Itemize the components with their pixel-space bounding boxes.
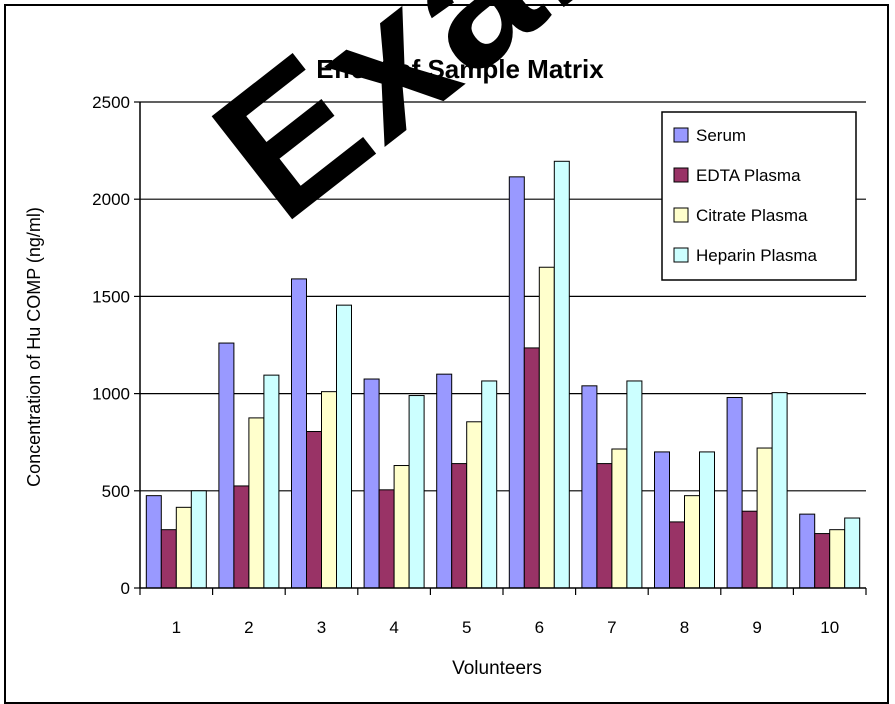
bar xyxy=(699,451,715,589)
bar-chart: 0 500 1000 1500 2000 2500 1 2 3 4 5 6 7 8 9 10 Effect o… xyxy=(24,54,867,679)
bar xyxy=(291,278,307,589)
y-tick-label: 500 xyxy=(102,482,130,501)
bar xyxy=(363,378,380,589)
x-tick-label: 6 xyxy=(535,618,544,637)
y-tick-label: 2000 xyxy=(92,190,130,209)
bar xyxy=(393,465,410,589)
legend-swatch xyxy=(673,247,689,263)
bar xyxy=(726,396,743,589)
bar xyxy=(596,463,613,589)
bar xyxy=(481,380,498,589)
bar xyxy=(378,489,395,589)
legend-swatch xyxy=(673,127,689,143)
bar xyxy=(451,463,468,589)
x-tick-label: 9 xyxy=(752,618,761,637)
x-tick-label: 4 xyxy=(389,618,398,637)
bar xyxy=(218,342,235,589)
bar xyxy=(553,160,570,589)
bar xyxy=(684,495,700,589)
bar xyxy=(466,421,483,589)
bar xyxy=(844,517,861,589)
x-tick-label: 7 xyxy=(607,618,616,637)
bar xyxy=(756,447,773,589)
bar xyxy=(611,448,628,589)
x-tick-label: 2 xyxy=(244,618,253,637)
bar xyxy=(771,392,788,589)
bar xyxy=(321,391,337,589)
bar xyxy=(829,529,846,589)
legend-swatch xyxy=(673,167,689,183)
bars xyxy=(145,160,861,589)
y-tick-label: 1500 xyxy=(92,287,130,306)
legend-box xyxy=(661,111,857,281)
bar xyxy=(190,490,207,589)
legend-swatch xyxy=(673,207,689,223)
axes: 0 500 1000 1500 2000 2500 1 2 3 4 5 6 7 8 9 10 xyxy=(92,93,867,637)
y-tick-label: 0 xyxy=(121,579,130,598)
bar xyxy=(175,506,192,589)
bar xyxy=(145,495,162,589)
bar xyxy=(538,266,555,589)
x-tick-label: 1 xyxy=(172,618,181,637)
bar xyxy=(799,513,816,589)
x-tick-label: 10 xyxy=(820,618,839,637)
bar xyxy=(581,385,598,589)
bar xyxy=(654,451,670,589)
x-tick-label: 5 xyxy=(462,618,471,637)
bar xyxy=(741,510,758,589)
bar xyxy=(306,431,322,589)
bar xyxy=(508,176,525,589)
bar xyxy=(160,529,177,589)
bar xyxy=(233,485,250,589)
bar xyxy=(626,380,643,589)
legend-label: Citrate Plasma xyxy=(696,206,808,225)
bar xyxy=(523,347,540,589)
bar xyxy=(336,304,352,589)
chart-title: Effect of Sample Matrix xyxy=(316,54,604,84)
legend: Serum EDTA Plasma Citrate Plasma Heparin Pl… xyxy=(661,111,857,281)
bar xyxy=(248,417,265,589)
y-tick-label: 1000 xyxy=(92,385,130,404)
bar xyxy=(436,373,453,589)
x-tick-label: 8 xyxy=(680,618,689,637)
x-tick-label: 3 xyxy=(317,618,326,637)
legend-label: Serum xyxy=(696,126,746,145)
bar xyxy=(263,374,280,589)
legend-label: Heparin Plasma xyxy=(696,246,817,265)
y-tick-label: 2500 xyxy=(92,93,130,112)
bar xyxy=(669,521,685,589)
y-axis-label: Concentration of Hu COMP (ng/ml) xyxy=(24,207,44,487)
bar xyxy=(408,395,425,589)
legend-label: EDTA Plasma xyxy=(696,166,801,185)
bar xyxy=(814,533,831,589)
x-axis-label: Volunteers xyxy=(452,658,542,679)
